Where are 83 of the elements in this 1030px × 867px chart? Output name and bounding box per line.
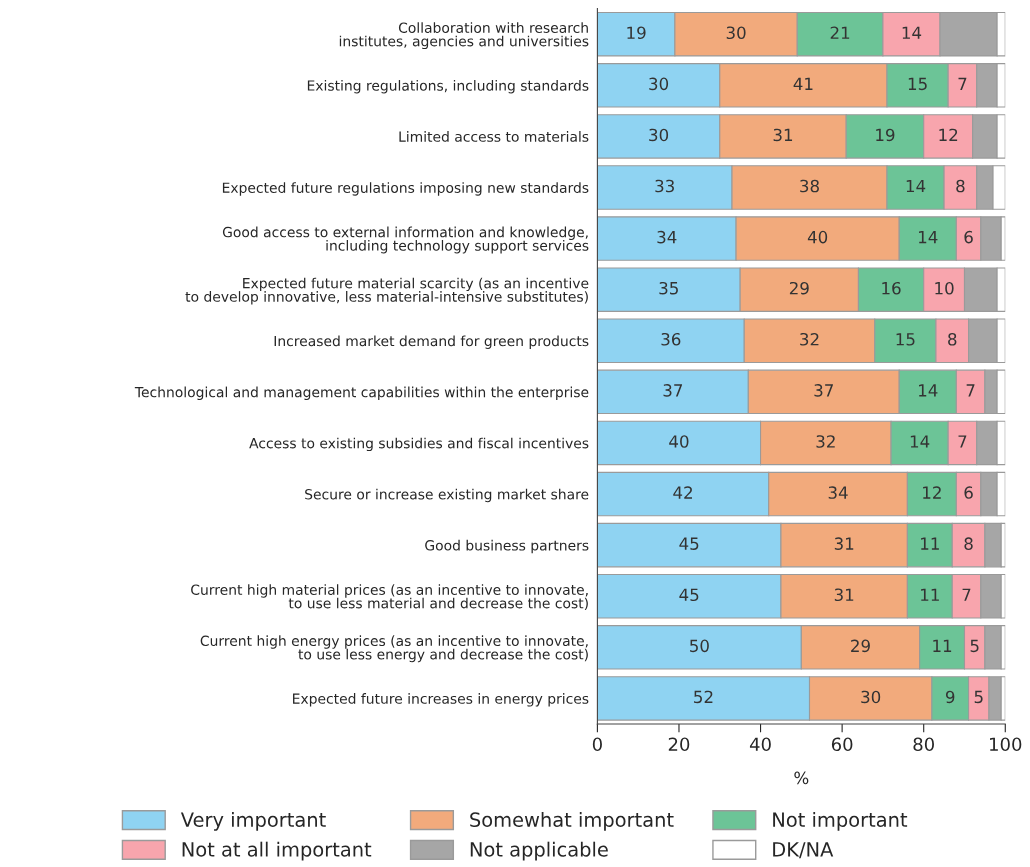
data-label: 19 bbox=[627, 26, 646, 40]
legend-label: Very important bbox=[180, 811, 326, 831]
x-tick-label: 20 bbox=[668, 737, 690, 752]
y-tick-label: Good business partners bbox=[425, 539, 589, 554]
data-label: 30 bbox=[649, 77, 669, 91]
y-tick-label: Technological and management capabilities within the enterprise bbox=[134, 386, 589, 401]
data-label: 12 bbox=[939, 128, 958, 141]
legend-label: Not important bbox=[773, 811, 908, 831]
legend-label: Not at all important bbox=[182, 841, 372, 861]
data-label: 34 bbox=[657, 230, 677, 244]
data-label: 11 bbox=[921, 537, 939, 550]
data-label: 10 bbox=[935, 281, 954, 295]
data-label: 14 bbox=[906, 179, 926, 193]
x-tick-label: 0 bbox=[592, 737, 602, 752]
data-label: 41 bbox=[793, 77, 813, 90]
data-label: 7 bbox=[966, 384, 975, 397]
data-label: 50 bbox=[690, 639, 709, 653]
data-label: 6 bbox=[964, 486, 973, 499]
data-label: 5 bbox=[974, 690, 983, 704]
data-label: 37 bbox=[814, 384, 833, 397]
data-label: 8 bbox=[956, 179, 965, 193]
legend-label: Somewhat important bbox=[470, 811, 674, 831]
data-label: 32 bbox=[816, 435, 835, 448]
data-label: 5 bbox=[970, 639, 979, 653]
data-label: 15 bbox=[896, 333, 915, 346]
data-label: 14 bbox=[902, 26, 922, 39]
y-tick-label: Good access to external information and knowledge, including technology support services bbox=[222, 226, 589, 254]
data-label: 7 bbox=[958, 435, 967, 448]
legend-label: DK/NA bbox=[773, 842, 834, 859]
data-label: 33 bbox=[655, 179, 674, 193]
x-tick-label: 100 bbox=[990, 737, 1022, 752]
data-label: 32 bbox=[800, 332, 819, 346]
data-label: 45 bbox=[679, 537, 699, 550]
data-label: 19 bbox=[876, 128, 895, 142]
data-label: 8 bbox=[948, 332, 957, 346]
data-label: 42 bbox=[673, 486, 692, 499]
data-label: 31 bbox=[834, 588, 854, 602]
data-label: 29 bbox=[851, 639, 870, 653]
data-label: 30 bbox=[726, 26, 746, 40]
data-label: 21 bbox=[830, 26, 850, 39]
x-tick-label: 40 bbox=[749, 737, 771, 752]
data-label: 7 bbox=[962, 588, 971, 601]
data-label: 45 bbox=[679, 588, 699, 602]
data-label: 31 bbox=[834, 537, 854, 550]
y-tick-label: Secure or increase existing market share bbox=[305, 488, 589, 503]
legend-label: Not applicable bbox=[470, 841, 608, 861]
data-label: 6 bbox=[964, 230, 973, 244]
y-tick-label: Existing regulations, including standards bbox=[307, 80, 589, 94]
y-tick-label: Collaboration with research institutes, agencies and universities bbox=[339, 22, 589, 50]
data-label: 16 bbox=[882, 281, 901, 295]
y-tick-label: Expected future increases in energy prices bbox=[293, 693, 589, 707]
data-label: 34 bbox=[828, 486, 848, 499]
data-label: 7 bbox=[958, 77, 967, 90]
y-tick-label: Access to existing subsidies and fiscal incentives bbox=[249, 437, 589, 452]
x-axis-title: % bbox=[794, 771, 809, 785]
data-label: 8 bbox=[964, 537, 973, 550]
data-label: 14 bbox=[919, 384, 938, 397]
y-tick-label: Limited access to materials bbox=[399, 131, 589, 142]
data-label: 14 bbox=[910, 435, 930, 448]
x-tick-label: 80 bbox=[913, 737, 934, 752]
data-label: 15 bbox=[908, 77, 927, 91]
data-label: 37 bbox=[663, 384, 683, 397]
data-label: 11 bbox=[933, 639, 952, 652]
data-label: 14 bbox=[919, 231, 938, 244]
data-label: 36 bbox=[661, 332, 681, 346]
y-tick-label: Expected future material scarcity (as an incentive to develop innovative, less material-intensive substitutes) bbox=[185, 277, 589, 305]
data-label: 40 bbox=[669, 435, 689, 448]
data-label: 40 bbox=[807, 230, 828, 244]
data-label: 11 bbox=[921, 588, 939, 601]
data-label: 31 bbox=[773, 128, 793, 142]
y-tick-label: Current high energy prices (as an incentive to innovate, to use less energy and decrease the cost) bbox=[200, 635, 588, 663]
data-label: 52 bbox=[694, 690, 713, 704]
x-tick-label: 60 bbox=[831, 737, 853, 752]
data-label: 9 bbox=[945, 690, 955, 704]
y-tick-label: Expected future regulations imposing new standards bbox=[222, 182, 589, 196]
data-label: 29 bbox=[789, 281, 809, 295]
data-label: 35 bbox=[659, 281, 678, 295]
data-label: 30 bbox=[649, 128, 669, 142]
data-label: 38 bbox=[800, 179, 819, 193]
y-tick-label: Increased market demand for green products bbox=[274, 335, 589, 349]
y-tick-label: Current high material prices (as an incentive to innovate, to use less material and decrease the cost) bbox=[191, 584, 588, 611]
data-label: 30 bbox=[861, 690, 881, 704]
data-label: 12 bbox=[923, 486, 941, 499]
